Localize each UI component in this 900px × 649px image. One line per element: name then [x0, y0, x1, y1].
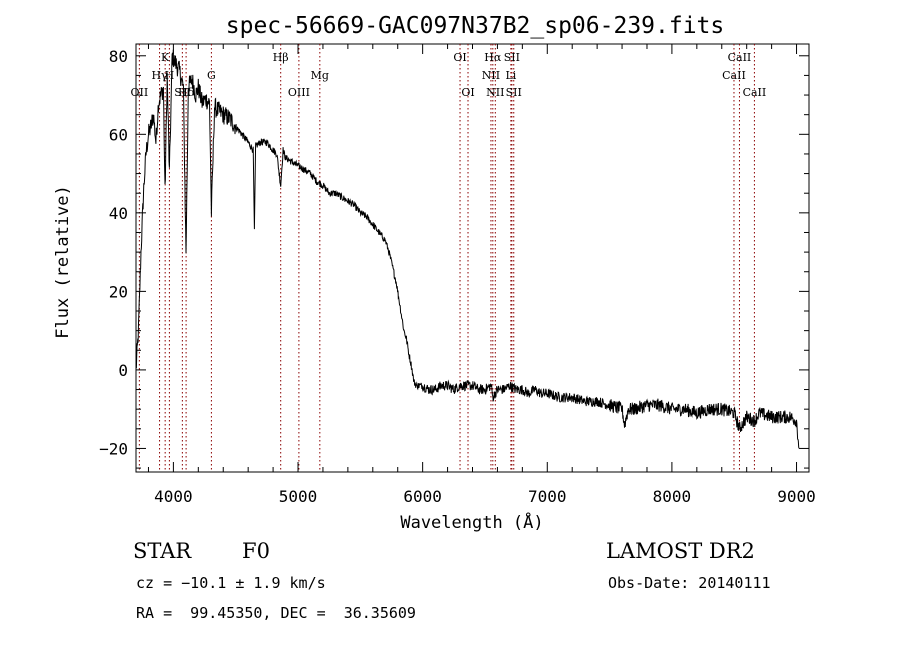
line-label: CaII — [722, 69, 746, 82]
line-label: Hγ — [151, 69, 168, 82]
x-tick-label: 6000 — [403, 487, 442, 506]
line-label: OIII — [288, 86, 310, 99]
line-label: H — [165, 69, 175, 82]
x-tick-label: 8000 — [653, 487, 692, 506]
y-tick-label: 0 — [118, 361, 128, 380]
y-tick-label: 60 — [109, 125, 128, 144]
chart-title: spec-56669-GAC097N37B2_sp06-239.fits — [226, 13, 725, 39]
y-tick-label: 80 — [109, 47, 128, 66]
line-label: Hβ — [273, 51, 289, 64]
x-tick-label: 4000 — [154, 487, 193, 506]
line-label: OI — [461, 86, 474, 99]
line-label: CaII — [728, 51, 752, 64]
y-axis: −20 0 20 40 60 80 — [99, 47, 809, 469]
y-axis-label: Flux (relative) — [53, 185, 73, 339]
line-label: G — [207, 69, 216, 82]
line-label: SII — [506, 86, 522, 99]
spectrum-line — [135, 49, 800, 449]
y-tick-label: 40 — [109, 204, 128, 223]
spectral-line-labels: OIIHγKHSIIHδGHβOIIIMgOIOINIIHαNIILiSIISI… — [131, 51, 767, 99]
line-label: CaII — [743, 86, 767, 99]
line-label: SII — [504, 51, 520, 64]
line-label: NII — [486, 86, 504, 99]
x-axis-label: Wavelength (Å) — [400, 511, 543, 533]
line-label: Hδ — [178, 86, 195, 99]
x-tick-label: 9000 — [777, 487, 816, 506]
x-tick-label: 7000 — [528, 487, 567, 506]
line-label: Mg — [311, 69, 329, 82]
survey-name: LAMOST DR2 — [606, 539, 755, 563]
y-tick-label: −20 — [99, 439, 128, 458]
redshift-text: cz = −10.1 ± 1.9 km/s — [136, 574, 326, 592]
line-label: NII — [482, 69, 500, 82]
x-tick-label: 5000 — [279, 487, 318, 506]
coordinates: RA = 99.45350, DEC = 36.35609 — [136, 604, 416, 622]
line-label: OI — [453, 51, 466, 64]
line-label: K — [161, 51, 170, 64]
object-subclass: F0 — [242, 539, 270, 563]
obs-date: Obs-Date: 20140111 — [608, 574, 771, 592]
line-label: SII — [174, 86, 190, 99]
y-tick-label: 20 — [109, 282, 128, 301]
line-label: OII — [131, 86, 149, 99]
line-label: Hα — [484, 51, 502, 64]
object-class: STAR — [133, 539, 192, 563]
x-axis: 4000 5000 6000 7000 8000 9000 — [147, 44, 816, 506]
line-label: Li — [505, 69, 516, 82]
